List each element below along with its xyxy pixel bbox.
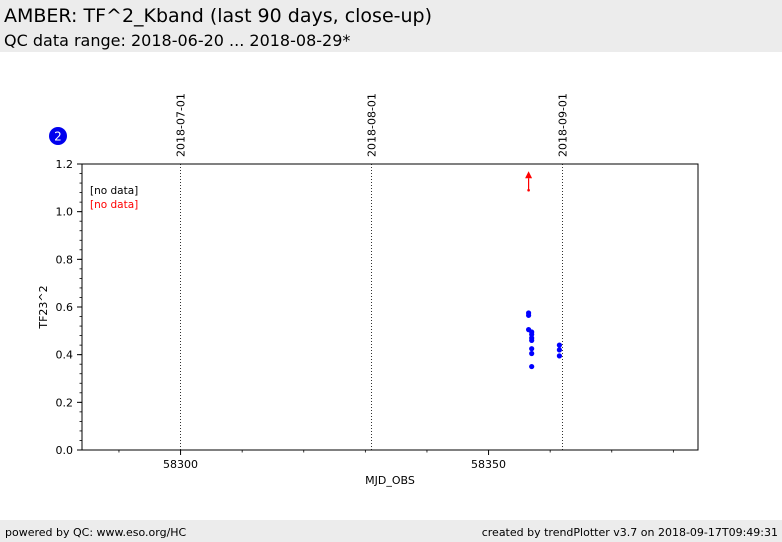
- badge-number: 2: [54, 130, 62, 144]
- y-tick-label: 0.8: [56, 253, 74, 266]
- footer-bar: [0, 520, 782, 542]
- date-marker-label: 2018-07-01: [175, 93, 188, 157]
- x-tick-label: 58350: [471, 458, 506, 471]
- data-point: [556, 342, 563, 348]
- y-tick-label: 0.6: [56, 301, 74, 314]
- date-marker-label: 2018-09-01: [556, 93, 569, 157]
- y-tick-label: 0.2: [56, 396, 74, 409]
- page-subtitle: QC data range: 2018-06-20 ... 2018-08-29…: [4, 31, 351, 50]
- outlier-point: [527, 188, 530, 192]
- page-title: AMBER: TF^2_Kband (last 90 days, close-u…: [4, 5, 433, 27]
- no-data-label: [no data]: [90, 199, 138, 211]
- x-tick-label: 58300: [163, 458, 198, 471]
- plot-frame: [81, 163, 699, 451]
- data-point: [529, 350, 535, 357]
- date-marker-label: 2018-08-01: [366, 93, 379, 157]
- y-tick-label: 1.0: [56, 206, 74, 219]
- y-tick-label: 1.2: [56, 158, 74, 171]
- data-point: [529, 331, 535, 338]
- header-bar: [0, 0, 782, 52]
- data-point: [556, 353, 563, 359]
- data-point: [529, 363, 535, 370]
- data-point: [526, 312, 532, 318]
- outlier-arrow-icon: [525, 171, 533, 179]
- y-axis-label: TF23^2: [37, 285, 50, 329]
- y-tick-label: 0.0: [56, 444, 74, 457]
- footer-credit: powered by QC: www.eso.org/HC: [5, 526, 187, 539]
- data-point: [529, 337, 535, 343]
- no-data-label: [no data]: [90, 185, 138, 197]
- y-tick-label: 0.4: [56, 349, 74, 362]
- data-point: [556, 347, 563, 353]
- footer-created-by: created by trendPlotter v3.7 on 2018-09-…: [481, 526, 778, 539]
- data-point: [529, 346, 535, 352]
- badge-circle: [49, 127, 67, 145]
- x-axis-label: MJD_OBS: [365, 474, 415, 487]
